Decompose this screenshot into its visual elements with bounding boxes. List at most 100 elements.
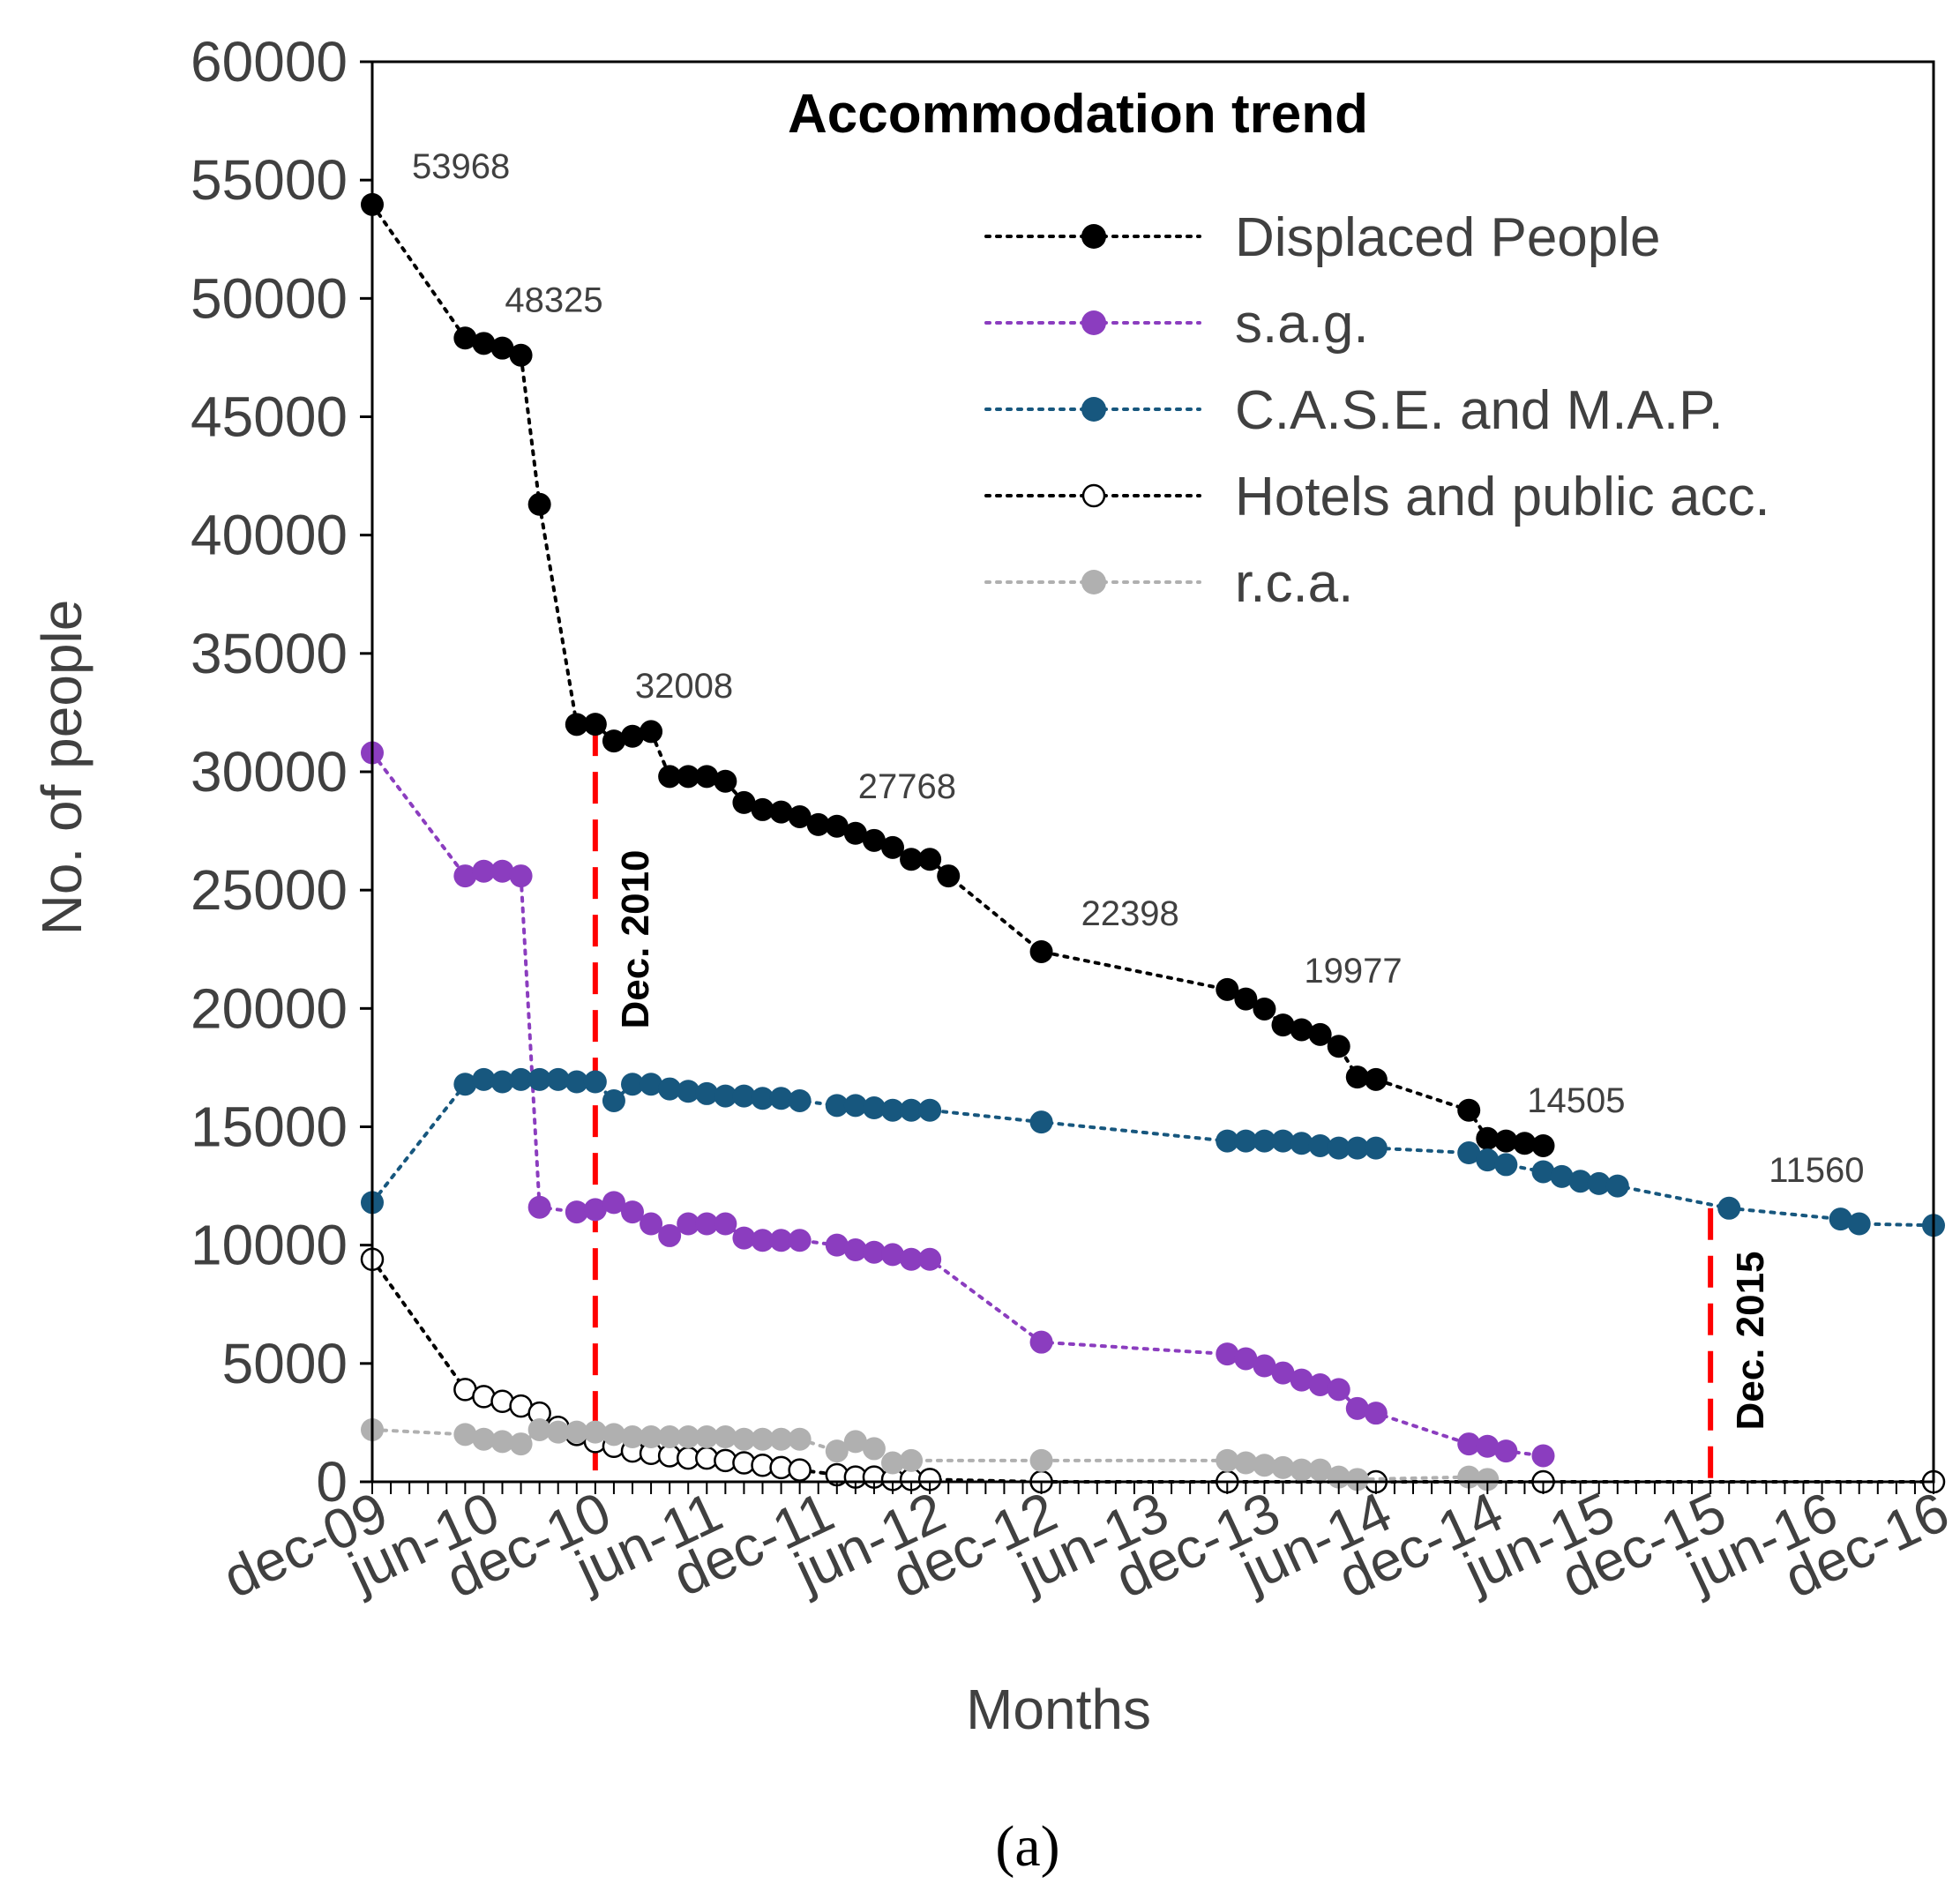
data-point	[1271, 1361, 1295, 1385]
data-point	[695, 1212, 719, 1236]
data-point	[1271, 1455, 1295, 1479]
data-point	[900, 1247, 924, 1271]
data-point	[658, 765, 682, 789]
data-point	[843, 1238, 867, 1262]
data-point	[565, 1200, 588, 1224]
data-point	[1494, 1129, 1518, 1153]
legend: Displaced People s.a.g. C.A.S.E. and M.A.P…	[984, 207, 1770, 614]
data-point	[751, 797, 774, 821]
data-point	[602, 1423, 625, 1447]
data-point	[1345, 1396, 1369, 1420]
data-point	[1364, 1067, 1388, 1091]
data-point	[527, 1417, 551, 1441]
data-point	[453, 326, 477, 350]
data-point	[1364, 1136, 1388, 1160]
data-point	[1216, 1342, 1239, 1366]
data-point	[621, 1200, 644, 1224]
data-point	[714, 1425, 737, 1449]
data-point	[732, 1084, 756, 1108]
series-layer	[360, 192, 1946, 1494]
data-point	[881, 1098, 904, 1122]
y-tick-label: 0	[316, 1450, 348, 1514]
data-point	[1494, 1439, 1518, 1463]
legend-item-displaced-people: Displaced People	[984, 207, 1661, 268]
data-point	[1029, 1448, 1053, 1472]
data-point	[1605, 1174, 1629, 1198]
legend-item-c-a-s-e-and-m-a-p: C.A.S.E. and M.A.P.	[984, 380, 1724, 441]
data-point	[881, 1451, 904, 1475]
data-point	[527, 1195, 551, 1219]
data-point	[695, 1425, 719, 1449]
figure-caption: (a)	[995, 1814, 1059, 1879]
data-point	[843, 1430, 867, 1454]
data-point	[788, 1088, 812, 1112]
series-displaced-people	[361, 192, 1555, 1157]
data-point	[509, 864, 533, 888]
y-tick-label: 5000	[222, 1332, 348, 1395]
data-point	[1568, 1170, 1592, 1193]
data-point	[862, 1437, 886, 1461]
data-point	[788, 1458, 812, 1482]
data-point	[1308, 1458, 1332, 1482]
data-point	[602, 729, 625, 753]
data-point	[1717, 1196, 1741, 1220]
data-point	[769, 1427, 793, 1451]
data-point	[1364, 1402, 1388, 1425]
legend-item-s-a-g: s.a.g.	[984, 294, 1369, 355]
data-point	[695, 765, 719, 789]
legend-label: s.a.g.	[1235, 294, 1369, 355]
data-point	[825, 1233, 849, 1257]
data-point	[453, 864, 477, 888]
data-label: 48325	[505, 280, 602, 319]
data-point	[640, 1212, 663, 1236]
data-point	[900, 1448, 924, 1472]
data-point	[1216, 1129, 1239, 1153]
legend-label: Hotels and public acc.	[1235, 467, 1770, 527]
legend-label: Displaced People	[1235, 207, 1661, 268]
data-point	[1457, 1432, 1481, 1456]
data-point	[1327, 1035, 1350, 1058]
data-point	[788, 1427, 812, 1451]
data-point	[1290, 1018, 1313, 1042]
data-point	[900, 1098, 924, 1122]
data-point	[527, 1067, 551, 1091]
y-tick-label: 40000	[191, 504, 348, 567]
data-point	[862, 1240, 886, 1264]
data-point	[1494, 1153, 1518, 1177]
data-point	[1253, 1354, 1276, 1378]
y-tick-label: 10000	[191, 1214, 348, 1277]
legend-swatch-marker	[1081, 310, 1106, 335]
data-point	[1308, 1372, 1332, 1396]
data-point	[1308, 1022, 1332, 1046]
legend-label: r.c.a.	[1235, 553, 1353, 614]
data-point	[677, 765, 700, 789]
data-label: 27768	[858, 767, 956, 806]
y-tick-label: 55000	[191, 148, 348, 212]
data-point	[1345, 1136, 1369, 1160]
data-point	[640, 1425, 663, 1449]
data-point	[1531, 1133, 1555, 1157]
data-point	[565, 713, 588, 736]
data-point	[769, 800, 793, 824]
data-point	[714, 1084, 737, 1108]
data-point	[1234, 1347, 1258, 1371]
data-point	[602, 1088, 625, 1112]
reference-line-label: Dec. 2010	[614, 849, 657, 1028]
data-point	[1476, 1126, 1500, 1150]
reference-line-label: Dec. 2015	[1729, 1251, 1772, 1430]
legend-swatch-marker	[1081, 483, 1106, 508]
data-point	[900, 848, 924, 871]
reference-lines: Dec. 2010 Dec. 2015	[592, 724, 1772, 1482]
data-label: 19977	[1304, 952, 1402, 991]
data-point	[602, 1191, 625, 1215]
data-point	[769, 1087, 793, 1110]
data-point	[1345, 1468, 1369, 1492]
data-point	[527, 492, 551, 516]
data-point	[825, 814, 849, 838]
data-point	[1253, 1454, 1276, 1477]
data-point	[490, 859, 514, 883]
data-point	[640, 720, 663, 744]
data-point	[918, 1247, 942, 1271]
data-point	[1550, 1164, 1574, 1188]
